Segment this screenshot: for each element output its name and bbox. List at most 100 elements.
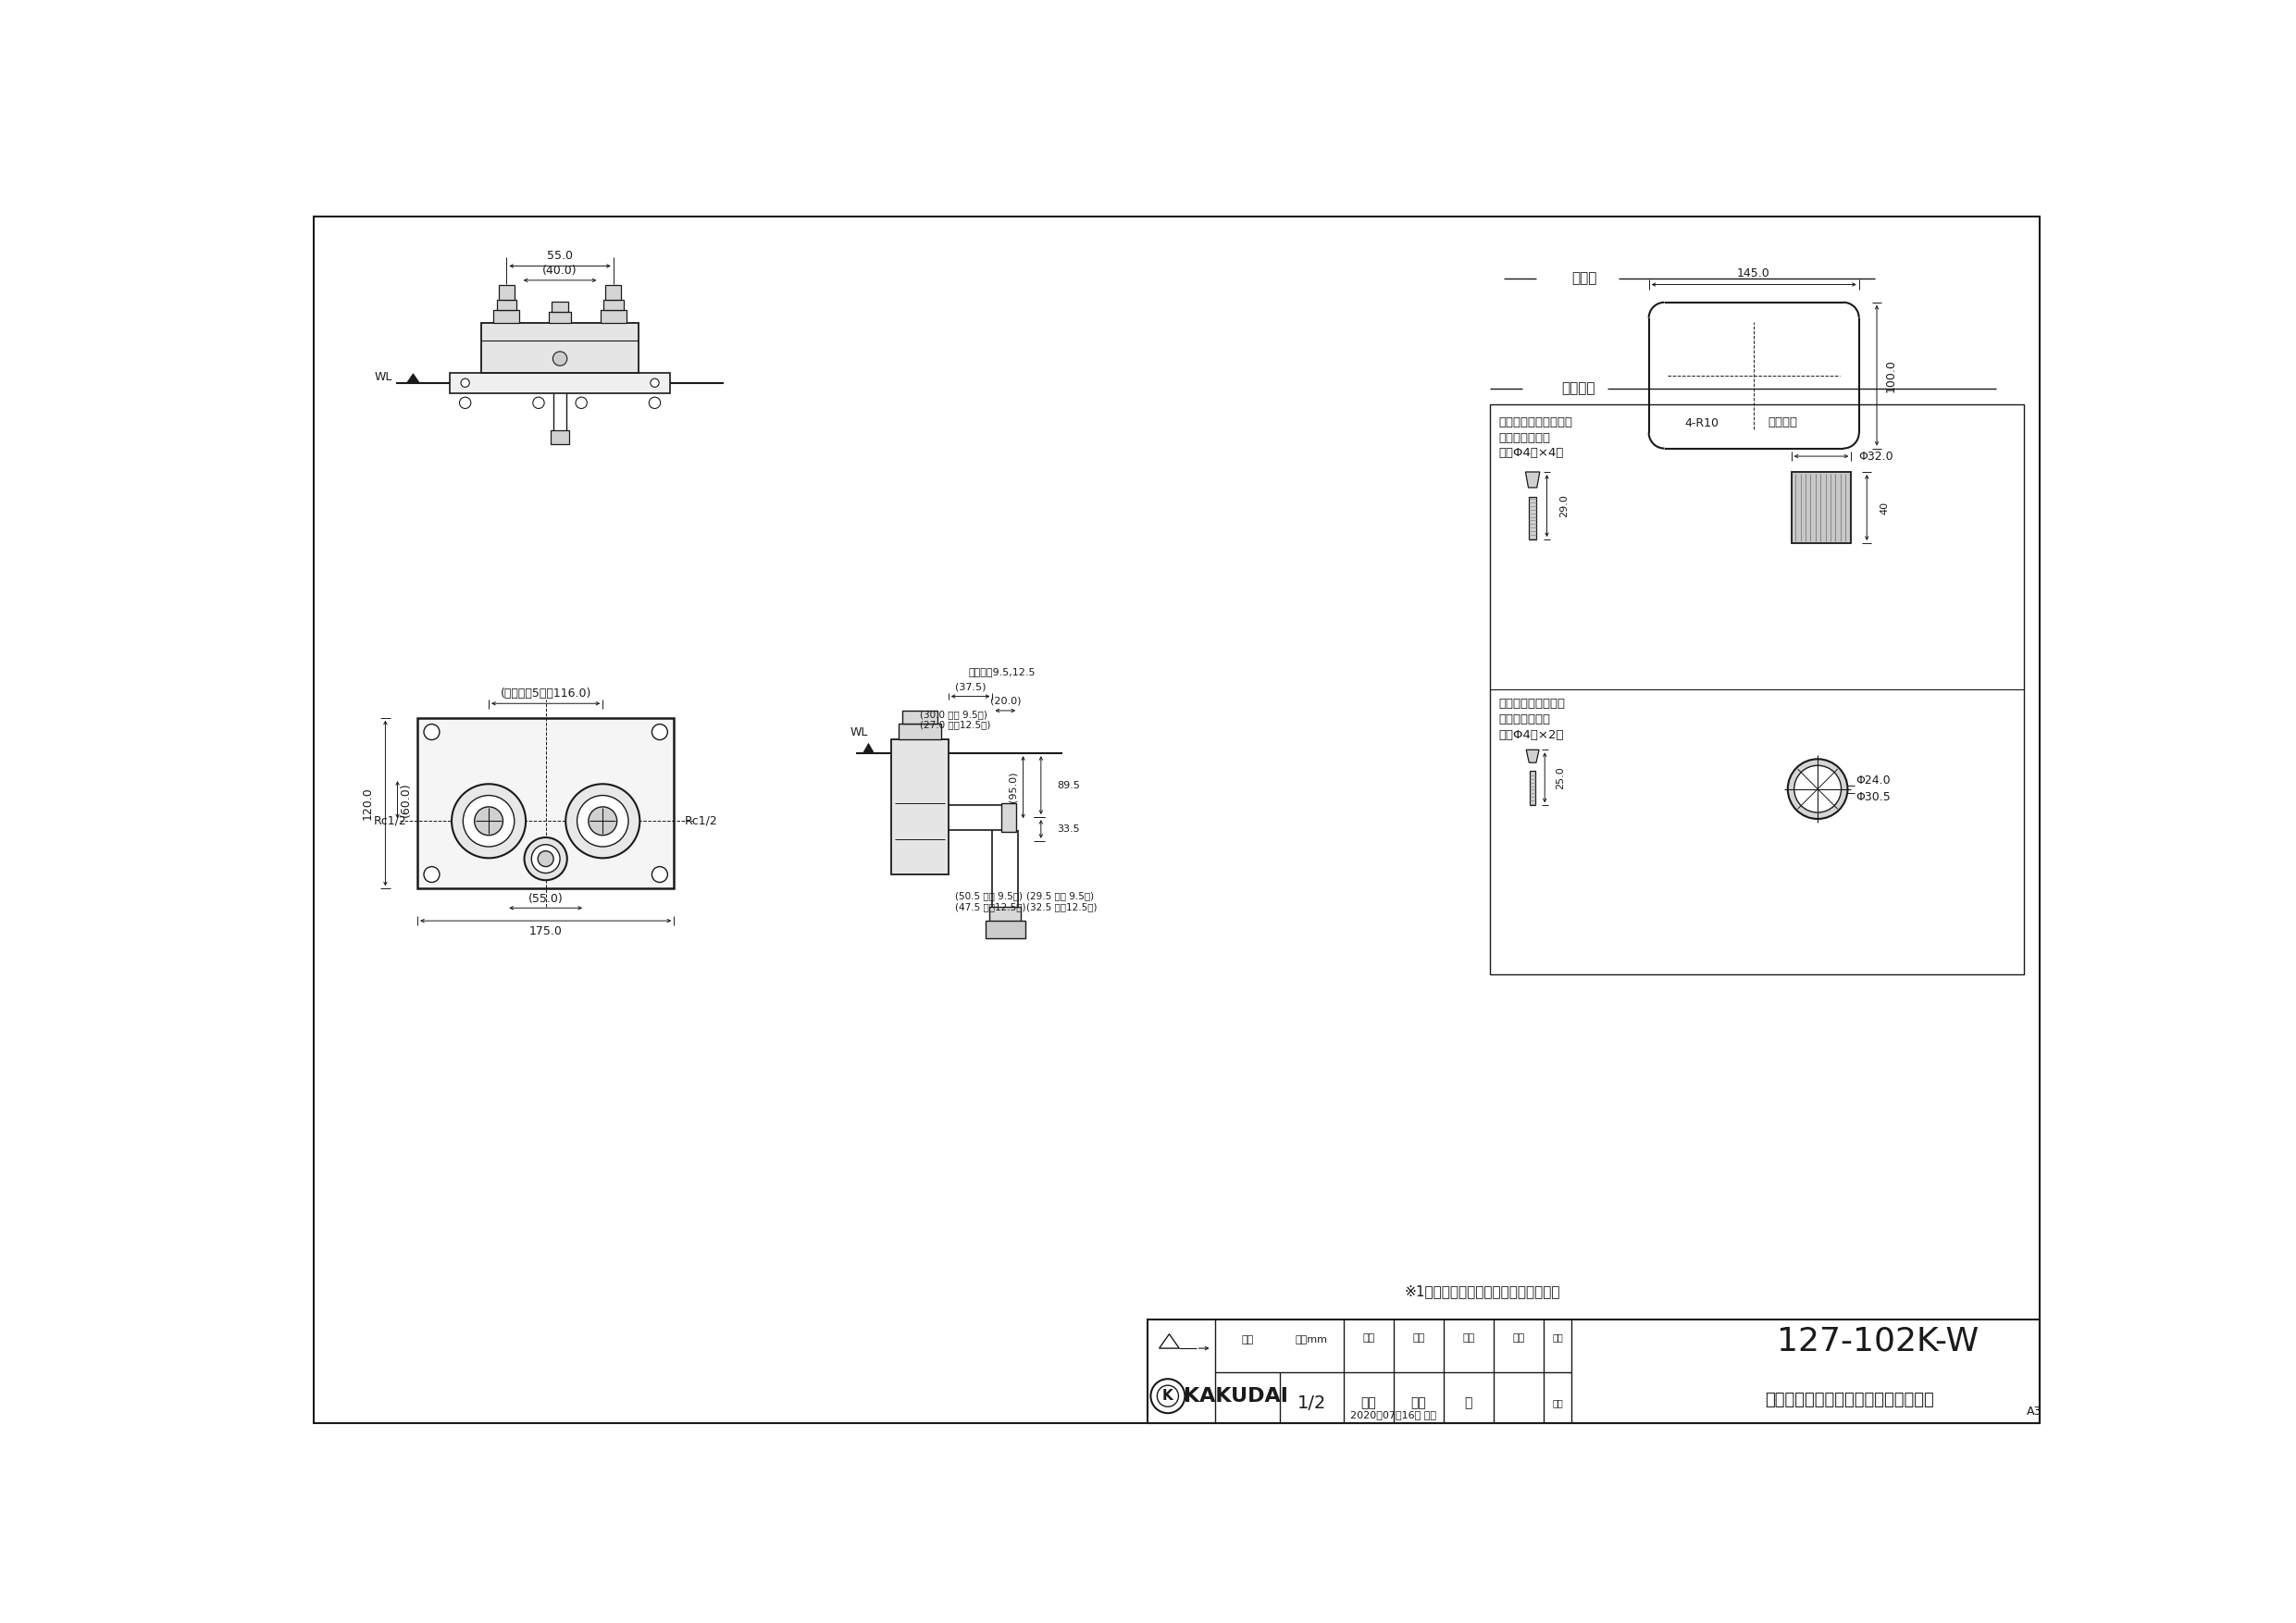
Text: 専用工具: 専用工具 xyxy=(1768,415,1798,428)
Text: 呼びΦ4（×4）: 呼びΦ4（×4） xyxy=(1499,448,1564,459)
Text: 175.0: 175.0 xyxy=(528,925,563,938)
Text: 品番: 品番 xyxy=(1552,1332,1564,1342)
Text: 2020年07月16日 作成: 2020年07月16日 作成 xyxy=(1350,1410,1437,1419)
Circle shape xyxy=(425,867,439,883)
Circle shape xyxy=(452,784,526,859)
Text: 製図: 製図 xyxy=(1362,1332,1375,1342)
Bar xyxy=(990,907,1022,923)
Text: 皿タッピンねじ: 皿タッピンねじ xyxy=(1499,712,1550,725)
Text: 55.0: 55.0 xyxy=(546,250,574,261)
Circle shape xyxy=(576,795,629,847)
Text: (60.0): (60.0) xyxy=(400,782,411,816)
Text: 145.0: 145.0 xyxy=(1738,268,1770,279)
Text: 89.5: 89.5 xyxy=(1056,781,1079,790)
Text: 33.5: 33.5 xyxy=(1056,824,1079,834)
Bar xyxy=(1529,497,1536,539)
Circle shape xyxy=(565,784,641,859)
Circle shape xyxy=(475,807,503,836)
Text: (47.5 壁厚12.5時): (47.5 壁厚12.5時) xyxy=(955,902,1026,911)
Circle shape xyxy=(523,837,567,880)
Text: 座付きエルボ固定用: 座付きエルボ固定用 xyxy=(1499,698,1566,709)
Text: カバープレート固定用: カバープレート固定用 xyxy=(1499,415,1573,428)
Circle shape xyxy=(650,378,659,388)
Text: 120.0: 120.0 xyxy=(360,787,374,820)
Text: (95.0): (95.0) xyxy=(1008,771,1017,802)
Text: (55.0): (55.0) xyxy=(528,893,563,904)
Circle shape xyxy=(652,724,668,740)
Bar xyxy=(498,286,514,300)
Bar xyxy=(902,711,937,724)
Text: 尺度: 尺度 xyxy=(1242,1336,1254,1344)
Bar xyxy=(551,302,569,312)
Text: (ネジ芯　5配距116.0): (ネジ芯 5配距116.0) xyxy=(501,688,592,700)
Bar xyxy=(549,312,572,323)
Text: Rc1/2: Rc1/2 xyxy=(684,815,719,828)
Text: (27.0 壁厚12.5時): (27.0 壁厚12.5時) xyxy=(921,721,990,729)
Bar xyxy=(450,373,670,393)
Text: WL: WL xyxy=(850,725,868,738)
Text: (32.5 壁厚12.5時): (32.5 壁厚12.5時) xyxy=(1026,902,1097,911)
Circle shape xyxy=(537,850,553,867)
Bar xyxy=(898,724,941,738)
Bar xyxy=(551,430,569,445)
Text: ※1　（　）内寸法は参考寸法である。: ※1 （ ）内寸法は参考寸法である。 xyxy=(1405,1284,1561,1298)
Text: 4-R10: 4-R10 xyxy=(1685,417,1720,430)
Bar xyxy=(1529,771,1536,805)
Text: 100.0: 100.0 xyxy=(1885,359,1896,393)
Circle shape xyxy=(652,867,668,883)
Circle shape xyxy=(650,398,661,409)
Polygon shape xyxy=(1527,750,1538,763)
Circle shape xyxy=(576,398,588,409)
Text: 127-102K-W: 127-102K-W xyxy=(1777,1326,1979,1357)
Polygon shape xyxy=(863,743,875,753)
Circle shape xyxy=(588,807,618,836)
Text: (20.0): (20.0) xyxy=(990,696,1022,706)
Text: A3: A3 xyxy=(2027,1406,2041,1417)
Text: (29.5 壁厚 9.5時): (29.5 壁厚 9.5時) xyxy=(1026,891,1095,901)
Bar xyxy=(985,920,1026,938)
Text: 洗濤機用混合栓（立ち上がり配管用）: 洗濤機用混合栓（立ち上がり配管用） xyxy=(1766,1393,1933,1409)
Circle shape xyxy=(459,398,471,409)
Text: 呼びΦ4（×2）: 呼びΦ4（×2） xyxy=(1499,729,1564,740)
Text: (50.5 壁厚 9.5時): (50.5 壁厚 9.5時) xyxy=(955,891,1024,901)
Bar xyxy=(494,310,519,323)
Text: 25.0: 25.0 xyxy=(1554,766,1564,789)
Text: 単位mm: 単位mm xyxy=(1295,1336,1327,1344)
Text: 承認: 承認 xyxy=(1463,1332,1474,1342)
Text: 取付穴: 取付穴 xyxy=(1573,271,1598,286)
Bar xyxy=(891,738,948,875)
Bar xyxy=(482,323,638,373)
Text: 40: 40 xyxy=(1880,502,1890,514)
Circle shape xyxy=(1793,766,1841,813)
Bar xyxy=(606,286,622,300)
Text: (37.5): (37.5) xyxy=(955,682,985,691)
Circle shape xyxy=(533,398,544,409)
Text: Φ24.0: Φ24.0 xyxy=(1855,774,1892,787)
Bar xyxy=(1490,404,2025,974)
Text: Φ30.5: Φ30.5 xyxy=(1855,792,1892,803)
Circle shape xyxy=(530,844,560,873)
Bar xyxy=(604,300,625,310)
Text: 承認: 承認 xyxy=(1513,1332,1525,1342)
Text: 黒崎: 黒崎 xyxy=(1362,1397,1378,1410)
Text: 対応壁厚9.5,12.5: 対応壁厚9.5,12.5 xyxy=(969,667,1035,677)
Text: Φ32.0: Φ32.0 xyxy=(1857,450,1894,463)
Circle shape xyxy=(464,795,514,847)
Text: 品名: 品名 xyxy=(1552,1399,1564,1407)
Text: (30.0 壁厚 9.5時): (30.0 壁厚 9.5時) xyxy=(921,709,987,719)
Bar xyxy=(1001,803,1017,831)
Text: 山田: 山田 xyxy=(1410,1397,1426,1410)
Bar xyxy=(418,717,675,889)
Bar xyxy=(496,300,517,310)
Bar xyxy=(1148,1319,2039,1423)
Polygon shape xyxy=(406,373,420,383)
Text: 祝: 祝 xyxy=(1465,1397,1472,1410)
Text: KAKUDAI: KAKUDAI xyxy=(1182,1386,1288,1406)
Circle shape xyxy=(425,724,439,740)
Text: 29.0: 29.0 xyxy=(1559,495,1568,518)
Text: 皿タッピンねじ: 皿タッピンねじ xyxy=(1499,432,1550,443)
Text: 検図: 検図 xyxy=(1412,1332,1426,1342)
Bar xyxy=(602,310,627,323)
Text: K: K xyxy=(1162,1389,1173,1402)
Polygon shape xyxy=(1525,472,1541,487)
